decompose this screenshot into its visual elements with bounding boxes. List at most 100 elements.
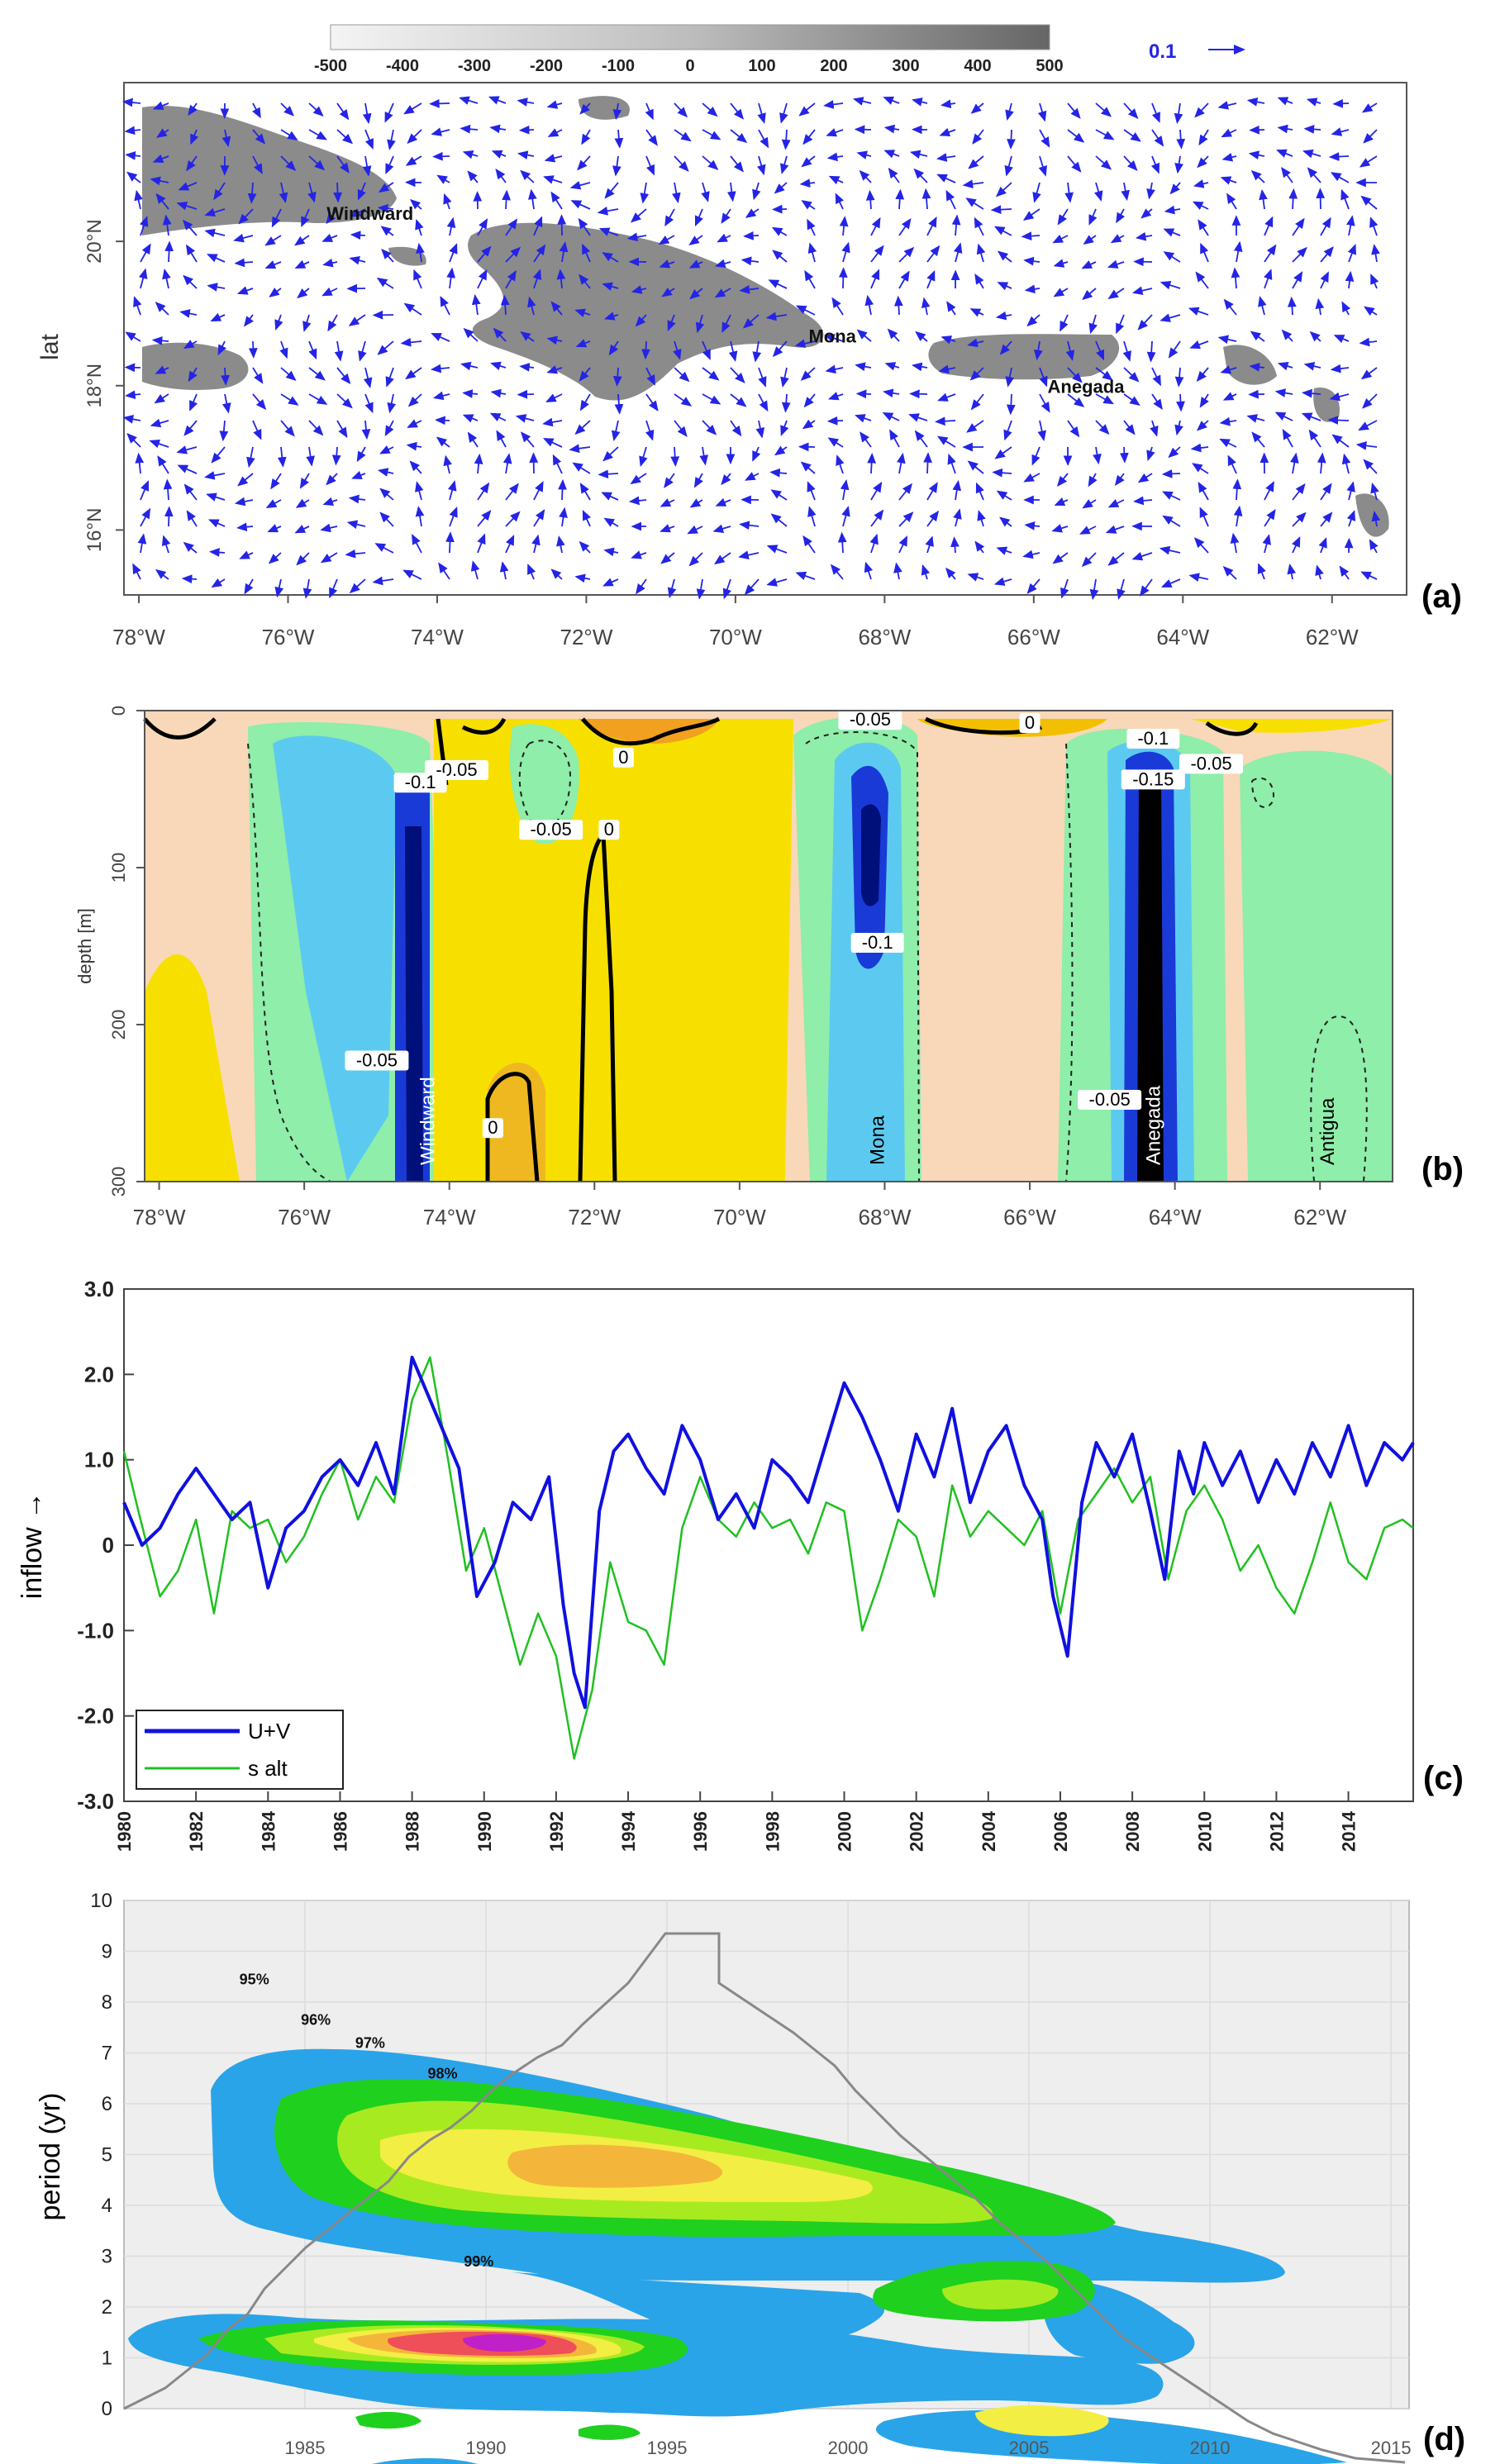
velocity-vector (1022, 208, 1040, 221)
velocity-vector (926, 510, 940, 527)
velocity-vector (997, 250, 1012, 263)
contour-zero-top (581, 716, 721, 746)
velocity-vector (855, 389, 872, 399)
velocity-vector (946, 301, 956, 316)
velocity-vector (674, 393, 693, 407)
velocity-vector (758, 367, 767, 388)
velocity-vector (1140, 208, 1153, 219)
x-tick-label: 1984 (258, 1810, 279, 1852)
velocity-vector (714, 259, 731, 269)
velocity-vector (320, 523, 338, 533)
velocity-vector (1371, 244, 1380, 263)
velocity-vector (1034, 340, 1043, 361)
velocity-vector (664, 208, 675, 227)
velocity-vector (702, 367, 720, 381)
velocity-vector (1004, 155, 1013, 177)
y-tick-label: 6 (102, 2093, 112, 2115)
velocity-vector (1232, 478, 1242, 501)
velocity-vector (1133, 257, 1153, 267)
velocity-vector (443, 193, 452, 210)
velocity-vector (279, 340, 288, 359)
velocity-vector (694, 208, 703, 227)
velocity-vector (412, 534, 422, 554)
velocity-vector (1259, 189, 1268, 210)
velocity-vector (660, 552, 675, 564)
contour-label-bg (345, 1050, 409, 1071)
velocity-vector (992, 468, 1012, 478)
velocity-vector (489, 412, 507, 422)
velocity-vector (730, 155, 744, 173)
velocity-vector (1174, 420, 1183, 436)
velocity-vector (715, 497, 731, 507)
velocity-vector (1176, 129, 1186, 150)
velocity-vector (177, 464, 198, 474)
velocity-vector (575, 339, 591, 348)
velocity-vector (825, 364, 844, 374)
velocity-vector (467, 431, 479, 448)
velocity-vector (270, 473, 282, 490)
velocity-vector (345, 549, 366, 559)
velocity-vector (1264, 244, 1277, 263)
velocity-vector (1089, 578, 1099, 601)
velocity-vector (807, 481, 816, 501)
velocity-vector (757, 102, 766, 124)
velocity-vector (926, 482, 938, 501)
velocity-vector (838, 267, 848, 289)
velocity-vector (1189, 340, 1209, 350)
velocity-vector (824, 334, 844, 343)
x-tick-label: 76°W (262, 625, 315, 649)
velocity-vector (432, 151, 450, 161)
velocity-vector (176, 202, 198, 211)
velocity-vector (132, 563, 141, 580)
velocity-vector (939, 127, 956, 136)
velocity-vector (1221, 153, 1237, 162)
velocity-vector (1150, 155, 1160, 174)
velocity-vector (1222, 392, 1237, 401)
velocity-vector (302, 578, 312, 599)
velocity-vector (781, 393, 791, 413)
velocity-vector (372, 310, 394, 320)
velocity-vector (474, 453, 483, 474)
fill-darkblue-windward (405, 826, 423, 1182)
velocity-vector (1320, 216, 1331, 236)
velocity-vector (854, 125, 872, 135)
velocity-vector (658, 235, 675, 245)
velocity-vector (210, 312, 226, 322)
velocity-vector (1360, 571, 1378, 580)
velocity-vector (1364, 306, 1378, 316)
colorbar-tick-label: -100 (602, 57, 635, 75)
velocity-vector (1332, 98, 1350, 108)
velocity-vector (1369, 216, 1379, 236)
velocity-vector (1282, 429, 1293, 448)
velocity-vector (672, 182, 681, 204)
velocity-vector (717, 233, 731, 243)
velocity-vector (1032, 182, 1041, 203)
velocity-vector (962, 179, 984, 189)
velocity-vector (556, 269, 566, 289)
velocity-vector (1302, 388, 1321, 398)
velocity-vector (356, 446, 366, 463)
velocity-vector (163, 478, 173, 501)
velocity-vector (415, 506, 425, 527)
fill-yellow-west (145, 954, 240, 1182)
velocity-vector (204, 471, 226, 480)
velocity-vector (161, 535, 171, 554)
velocity-vector (826, 128, 844, 137)
velocity-vector (183, 340, 198, 349)
velocity-vector (765, 312, 788, 321)
velocity-vector (1327, 416, 1350, 425)
contour-green-left-small (355, 2411, 640, 2440)
panel-c-label: (c) (1423, 1760, 1464, 1796)
velocity-vector (493, 327, 507, 342)
velocity-vector (432, 391, 450, 401)
velocity-vector (552, 454, 563, 474)
velocity-vector (1005, 102, 1014, 121)
velocity-vector (477, 482, 490, 501)
velocity-vector (689, 498, 703, 508)
velocity-vector (695, 314, 705, 334)
velocity-vector (1274, 388, 1293, 397)
velocity-vector (477, 218, 488, 236)
contour-label: 0 (488, 1117, 498, 1138)
velocity-vector (1196, 367, 1209, 382)
